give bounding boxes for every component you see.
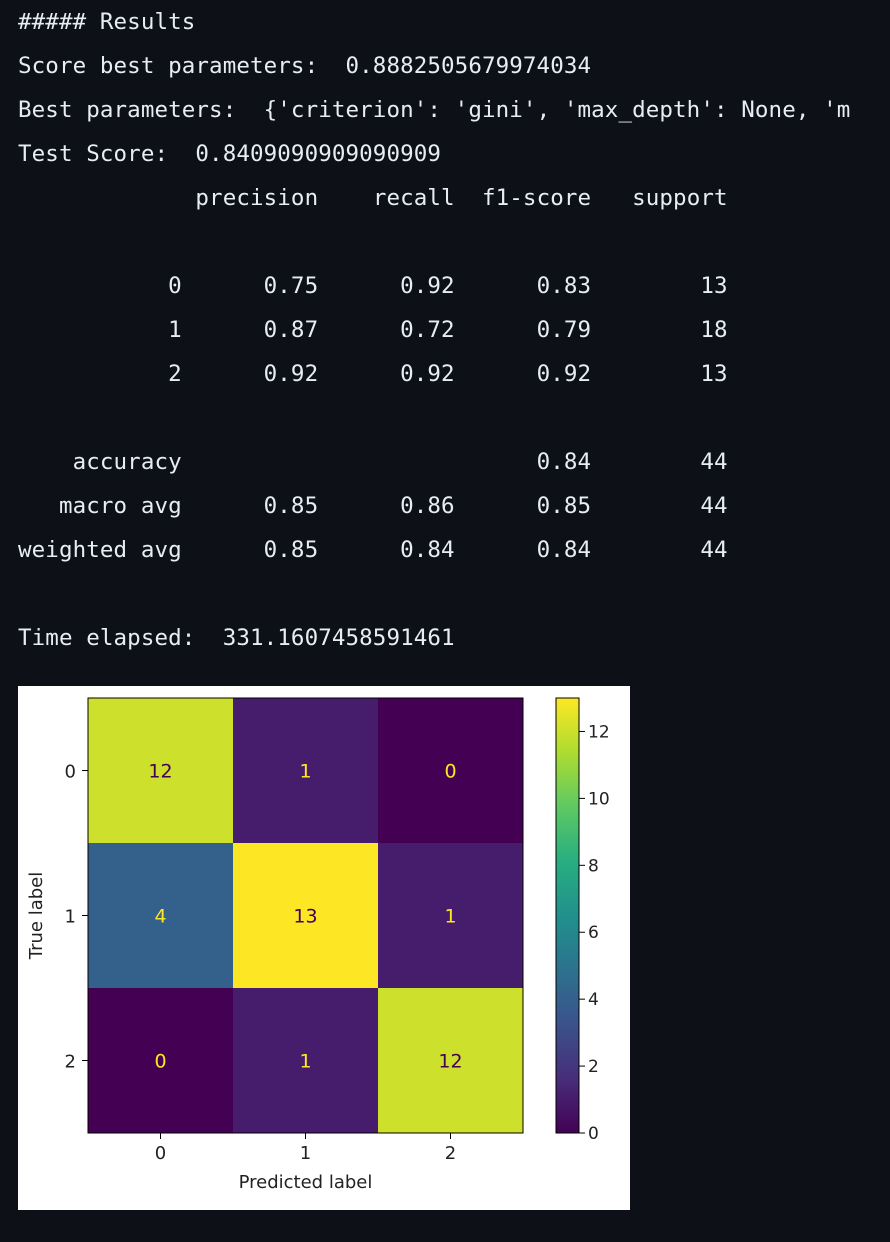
cm-cell — [233, 988, 378, 1133]
report-summary-row: weighted avg 0.85 0.84 0.84 44 — [18, 528, 850, 572]
cell-output: ##### Results Score best parameters: 0.88… — [18, 0, 850, 660]
recall-value: 0.84 — [318, 537, 455, 563]
precision-value: 0.75 — [181, 273, 319, 299]
f1-value: 0.85 — [454, 493, 592, 519]
recall-value: 0.92 — [318, 361, 455, 387]
score-best-label: Score best parameters: — [18, 53, 319, 79]
recall-value: 0.86 — [318, 493, 455, 519]
colorbar — [555, 697, 580, 1134]
report-summary-row: macro avg 0.85 0.86 0.85 44 — [18, 484, 850, 528]
cm-cell-value: 0 — [444, 761, 456, 783]
colorbar-tick-label: 8 — [588, 856, 599, 876]
cm-cell — [88, 843, 233, 988]
support-value: 13 — [591, 273, 728, 299]
test-score-line: Test Score: 0.8409090909090909 — [18, 132, 850, 176]
test-score-value: 0.8409090909090909 — [195, 141, 442, 167]
best-params-label: Best parameters: — [18, 97, 237, 123]
support-value: 18 — [591, 317, 728, 343]
precision-value: 0.85 — [181, 493, 319, 519]
colorbar-tick-label: 10 — [588, 789, 610, 809]
row-label: macro avg — [18, 493, 182, 519]
time-elapsed-value: 331.1607458591461 — [222, 625, 455, 651]
cm-cell — [233, 843, 378, 988]
best-params-value: {'criterion': 'gini', 'max_depth': None,… — [263, 97, 851, 123]
cm-cell-value: 12 — [148, 761, 172, 783]
time-elapsed-line: Time elapsed: 331.1607458591461 — [18, 616, 850, 660]
report-row: 1 0.87 0.72 0.79 18 — [18, 308, 850, 352]
cm-cell — [233, 698, 378, 843]
precision-value: 0.92 — [181, 361, 319, 387]
recall-value: 0.92 — [318, 273, 455, 299]
recall-value: 0.72 — [318, 317, 455, 343]
support-value: 44 — [591, 537, 728, 563]
row-label: 2 — [18, 361, 182, 387]
cm-cell-value: 0 — [154, 1051, 166, 1073]
colorbar-tick-label: 0 — [588, 1124, 599, 1144]
support-value: 13 — [591, 361, 728, 387]
x-tick-label: 2 — [445, 1143, 456, 1164]
blank-line — [18, 572, 850, 616]
row-label: accuracy — [18, 449, 182, 475]
f1-value: 0.84 — [454, 449, 592, 475]
cm-cell — [378, 988, 523, 1133]
cm-cell-value: 4 — [154, 906, 166, 928]
cm-cell-value: 12 — [438, 1051, 462, 1073]
y-tick-label: 2 — [65, 1052, 76, 1073]
colorbar-tick-label: 12 — [588, 722, 610, 742]
f1-value: 0.92 — [454, 361, 592, 387]
confusion-matrix-figure: 12 1 0 4 13 1 0 1 12 0 1 2 0 1 2 Predicted label True la… — [18, 686, 630, 1210]
y-tick-label: 1 — [65, 907, 76, 928]
cm-cell — [378, 698, 523, 843]
col-support-header: support — [591, 185, 728, 211]
score-best-line: Score best parameters: 0.888250567997403… — [18, 44, 850, 88]
f1-value: 0.84 — [454, 537, 592, 563]
blank-line — [18, 396, 850, 440]
x-axis-label: Predicted label — [239, 1172, 373, 1193]
cm-cell-value: 1 — [299, 761, 311, 783]
precision-value: 0.85 — [181, 537, 319, 563]
cm-cell — [88, 698, 233, 843]
time-elapsed-label: Time elapsed: — [18, 625, 196, 651]
col-f1-header: f1-score — [454, 185, 592, 211]
blank-line — [18, 220, 850, 264]
precision-value: 0.87 — [181, 317, 319, 343]
col-precision-header: precision — [181, 185, 319, 211]
f1-value: 0.83 — [454, 273, 592, 299]
report-header: precision recall f1-score support — [18, 176, 850, 220]
report-row: 0 0.75 0.92 0.83 13 — [18, 264, 850, 308]
best-params-line: Best parameters: {'criterion': 'gini', '… — [18, 88, 850, 132]
support-value: 44 — [591, 449, 728, 475]
row-label: 1 — [18, 317, 182, 343]
cm-cell-value: 13 — [293, 906, 317, 928]
cm-cell-value: 1 — [299, 1051, 311, 1073]
support-value: 44 — [591, 493, 728, 519]
cm-cell-value: 1 — [444, 906, 456, 928]
x-tick-label: 0 — [155, 1143, 166, 1164]
colorbar-tick-label: 6 — [588, 923, 599, 943]
recall-value — [318, 449, 454, 475]
y-axis-label: True label — [26, 872, 47, 961]
f1-value: 0.79 — [454, 317, 592, 343]
results-heading: ##### Results — [18, 9, 196, 35]
row-label: weighted avg — [18, 537, 182, 563]
cm-cell — [88, 988, 233, 1133]
x-tick-label: 1 — [300, 1143, 311, 1164]
test-score-label: Test Score: — [18, 141, 169, 167]
row-label: 0 — [18, 273, 182, 299]
report-summary-row: accuracy 0.84 44 — [18, 440, 850, 484]
y-tick-label: 0 — [65, 762, 76, 783]
cm-cell — [378, 843, 523, 988]
precision-value — [182, 449, 318, 475]
colorbar-tick-label: 4 — [588, 990, 599, 1010]
score-best-value: 0.8882505679974034 — [345, 53, 592, 79]
colorbar-tick-label: 2 — [588, 1057, 599, 1077]
col-recall-header: recall — [318, 185, 455, 211]
report-row: 2 0.92 0.92 0.92 13 — [18, 352, 850, 396]
